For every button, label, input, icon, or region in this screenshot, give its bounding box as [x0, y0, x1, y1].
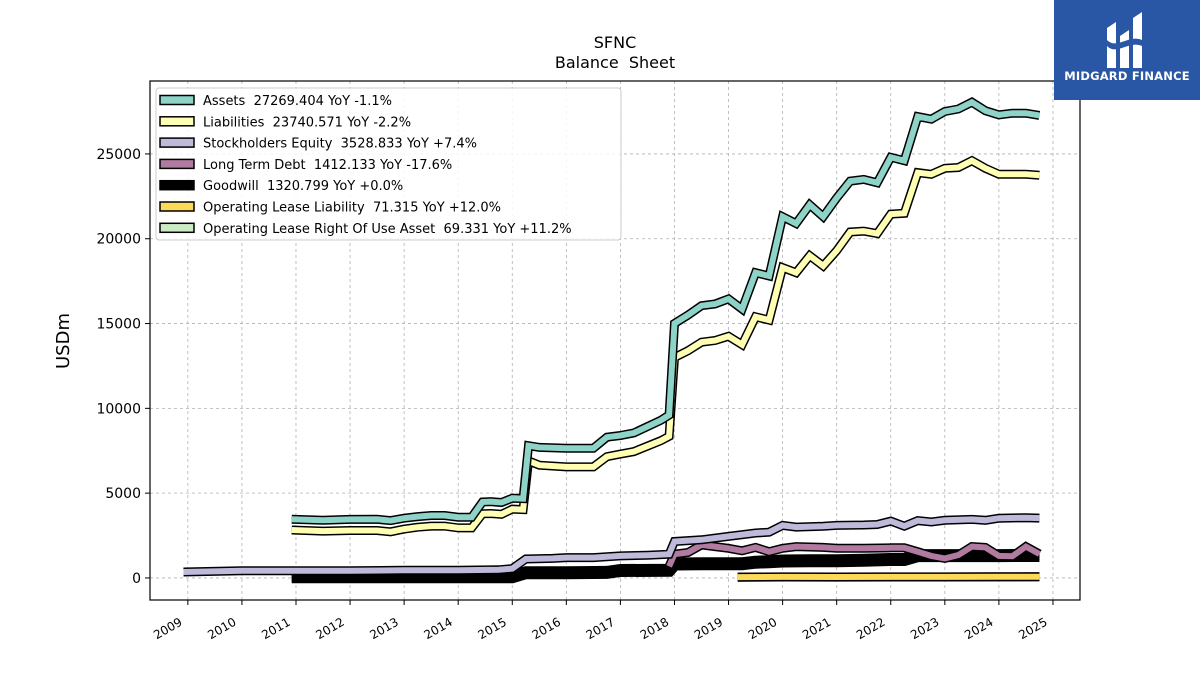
- x-tick-label: 2009: [151, 615, 184, 642]
- legend-label: Liabilities 23740.571 YoY -2.2%: [203, 115, 411, 130]
- x-tick-label: 2021: [800, 615, 833, 642]
- x-tick-label: 2012: [313, 615, 346, 642]
- x-tick-label: 2024: [962, 615, 995, 642]
- series-line: [291, 157, 1040, 535]
- x-tick-label: 2022: [854, 615, 887, 642]
- plot-frame: [149, 80, 1081, 601]
- x-tick-label: 2023: [908, 615, 941, 642]
- y-tick-label: 10000: [96, 401, 141, 417]
- y-axis-label: USDm: [53, 313, 74, 369]
- legend-swatch: [159, 201, 195, 212]
- logo-text: MIDGARD FINANCE: [1064, 69, 1190, 83]
- legend-swatch: [159, 158, 195, 170]
- legend-box: [155, 87, 622, 241]
- x-tick-label: 2020: [746, 615, 779, 642]
- logo: MIDGARD FINANCE: [1054, 0, 1200, 100]
- legend-label: Stockholders Equity 3528.833 YoY +7.4%: [203, 137, 477, 152]
- x-tick-label: 2025: [1016, 615, 1049, 642]
- legend-label: Goodwill 1320.799 YoY +0.0%: [203, 179, 403, 194]
- x-tick-label: 2013: [367, 615, 400, 642]
- y-tick-label: 0: [132, 571, 141, 587]
- series-goodwill: [291, 549, 1040, 584]
- y-tick-label: 25000: [96, 147, 141, 163]
- series-liabilities: [291, 155, 1040, 537]
- logo-mark-icon: [1107, 12, 1142, 68]
- series-stockholders-equity: [183, 513, 1040, 577]
- y-tick-label: 15000: [96, 317, 141, 333]
- x-tick-label: 2016: [530, 615, 563, 642]
- x-tick-label: 2017: [584, 615, 617, 642]
- series-line: [291, 98, 1040, 524]
- y-tick-label: 5000: [105, 486, 141, 502]
- series-assets: [291, 97, 1041, 526]
- x-tick-label: 2011: [259, 615, 292, 642]
- x-tick-label: 2019: [692, 615, 725, 642]
- legend-swatch: [159, 179, 195, 191]
- legend-label: Long Term Debt 1412.133 YoY -17.6%: [203, 158, 452, 173]
- series-line: [666, 541, 1041, 568]
- legend-label: Assets 27269.404 YoY -1.1%: [203, 94, 392, 109]
- legend-swatch: [159, 222, 195, 234]
- legend-label: Operating Lease Right Of Use Asset 69.33…: [203, 222, 572, 237]
- legend: Assets 27269.404 YoY -1.1% Liabilities 23…: [155, 87, 622, 241]
- x-tick-label: 2014: [421, 615, 454, 642]
- legend-label: Operating Lease Liability 71.315 YoY +12…: [203, 201, 501, 216]
- legend-swatch: [159, 94, 195, 106]
- series-long-term-debt: [664, 540, 1042, 569]
- series-line: [183, 514, 1040, 575]
- x-tick-label: 2010: [205, 615, 238, 642]
- y-tick-label: 20000: [96, 232, 141, 248]
- chart-title: SFNC: [594, 33, 637, 52]
- series-layer: [183, 97, 1042, 584]
- chart-subtitle: Balance Sheet: [555, 53, 675, 72]
- series-line: [291, 550, 1040, 582]
- x-tick-label: 2018: [638, 615, 671, 642]
- x-tick-label: 2015: [476, 615, 509, 642]
- legend-swatch: [159, 137, 195, 148]
- legend-swatch: [159, 116, 195, 127]
